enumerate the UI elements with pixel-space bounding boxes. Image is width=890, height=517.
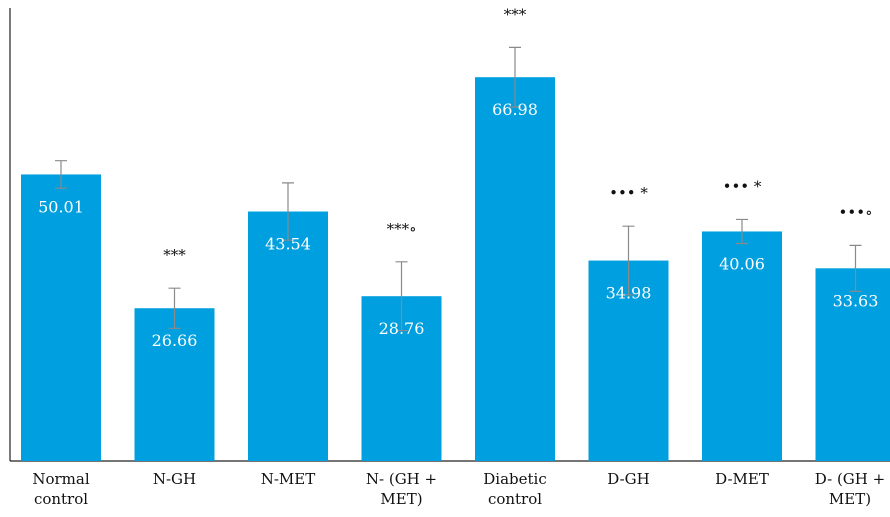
bar-8 <box>815 268 890 461</box>
significance-marker-2: *** <box>163 246 186 264</box>
bar-3 <box>248 211 328 461</box>
bar-2 <box>134 308 215 461</box>
category-label-1: Normal control <box>32 470 89 508</box>
error-bar-1 <box>55 160 67 189</box>
value-label-6: 34.98 <box>606 284 652 303</box>
significance-marker-6: ••• * <box>609 184 648 202</box>
category-label-2: N-GH <box>153 470 196 488</box>
bar-5 <box>475 77 555 462</box>
category-label-8: D- (GH + MET) <box>815 470 885 508</box>
significance-markers-group: *** ***∘ *** ••• * ••• * •••∘ <box>163 5 872 264</box>
category-label-7: D-MET <box>715 470 769 488</box>
category-label-5: Diabetic control <box>483 470 546 508</box>
error-bar-5 <box>509 46 521 108</box>
significance-marker-8: •••∘ <box>839 203 873 221</box>
value-label-8: 33.63 <box>833 291 879 310</box>
significance-marker-4: ***∘ <box>387 220 417 238</box>
category-labels-group: Normal control N-GH N-MET N- (GH + MET) Diabet… <box>32 470 885 508</box>
value-label-1: 50.01 <box>38 197 84 216</box>
significance-marker-5: *** <box>504 5 527 23</box>
error-bar-2 <box>168 287 181 329</box>
error-bar-4 <box>395 261 408 332</box>
category-label-6: D-GH <box>607 470 649 488</box>
error-bar-3 <box>282 182 294 241</box>
error-bar-6 <box>622 225 635 296</box>
bars-group <box>21 77 890 462</box>
error-bar-8 <box>849 244 862 292</box>
category-label-3: N-MET <box>261 470 316 488</box>
bar-7 <box>702 231 782 461</box>
value-label-4: 28.76 <box>379 319 425 338</box>
error-bar-7 <box>736 218 748 245</box>
value-labels-group: 50.01 26.66 43.54 28.76 66.98 34.98 40.06 33.63 <box>38 100 878 350</box>
value-label-5: 66.98 <box>492 100 538 119</box>
value-label-7: 40.06 <box>719 254 765 273</box>
value-label-2: 26.66 <box>152 331 198 350</box>
significance-marker-7: ••• * <box>723 177 762 195</box>
bar-1 <box>21 174 101 462</box>
category-label-4: N- (GH + MET) <box>366 470 437 508</box>
value-label-3: 43.54 <box>265 235 311 254</box>
error-bars-group <box>55 46 862 332</box>
